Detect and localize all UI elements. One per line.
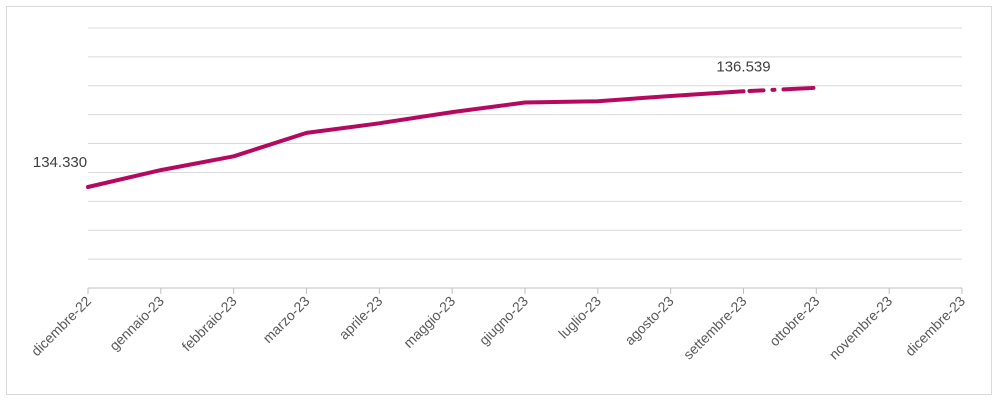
x-axis: dicembre-22 gennaio-23 febbraio-23 marzo-23…	[28, 287, 968, 363]
series-group	[86, 85, 819, 189]
x-tick-label: febbraio-23	[178, 293, 240, 355]
x-tick-label: ottobre-23	[766, 293, 823, 350]
series-line-forecast	[741, 85, 819, 94]
x-tick-label: dicembre-23	[902, 293, 968, 359]
x-tick-label: gennaio-23	[106, 293, 167, 354]
gridlines	[88, 27, 962, 260]
x-tick-label: aprile-23	[336, 293, 386, 343]
chart-frame	[6, 6, 992, 395]
x-tick-label: agosto-23	[621, 293, 676, 348]
data-label: 134.330	[33, 154, 87, 171]
x-tick-label: giugno-23	[476, 293, 532, 349]
x-tick-label: settembre-23	[680, 293, 750, 363]
x-tick-label: marzo-23	[259, 293, 312, 346]
series-line-actual	[86, 89, 746, 189]
data-label: 136.539	[716, 58, 770, 75]
x-tick-label: maggio-23	[400, 293, 458, 351]
data-labels: 134.330 136.539	[33, 58, 771, 171]
x-tick-label: novembre-23	[826, 293, 896, 363]
x-tick-label: luglio-23	[555, 293, 604, 342]
x-tick-label: dicembre-22	[28, 293, 94, 359]
